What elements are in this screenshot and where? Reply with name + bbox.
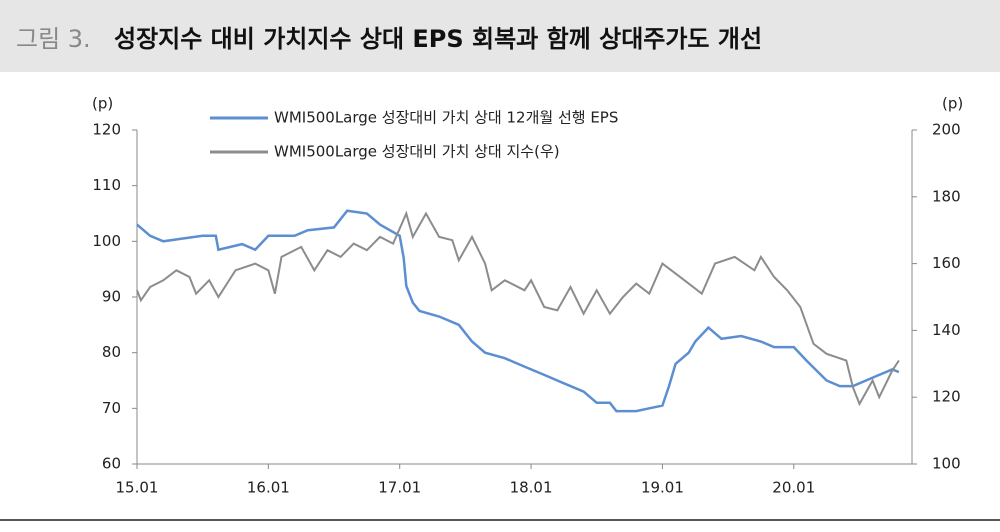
x-tick-label: 16.01	[247, 479, 290, 497]
y-label: (p)	[92, 95, 113, 113]
figure-label: 그림 3.	[16, 25, 91, 53]
x-tick-label: 15.01	[116, 479, 159, 497]
y-tick-label: 100	[92, 232, 121, 250]
x-tick-label: 19.01	[641, 479, 684, 497]
x-tick-label: 18.01	[510, 479, 553, 497]
series-line	[136, 209, 900, 413]
y-tick-label: 60	[102, 455, 121, 473]
y-tick-label: 70	[102, 399, 121, 417]
y2-label: (p)	[942, 95, 963, 113]
x-tick-label: 20.01	[772, 479, 815, 497]
y2-tick-label: 100	[932, 455, 961, 473]
legend-label: WMI500Large 성장대비 가치 상대 지수(우)	[274, 143, 560, 161]
legend-label: WMI500Large 성장대비 가치 상대 12개월 선행 EPS	[274, 109, 618, 127]
y-tick-label: 110	[92, 176, 121, 194]
x-tick-label: 17.01	[378, 479, 421, 497]
y2-tick-label: 200	[932, 121, 961, 139]
title: 성장지수 대비 가치지수 상대 EPS 회복과 함께 상대주가도 개선	[114, 25, 762, 53]
y2-tick-label: 120	[932, 388, 961, 406]
y2-tick-label: 160	[932, 254, 961, 272]
header-bar	[0, 0, 1000, 72]
y2-tick-label: 180	[932, 187, 961, 205]
y-tick-label: 120	[92, 121, 121, 139]
y-tick-label: 90	[102, 288, 121, 306]
series-line	[136, 210, 900, 407]
y2-tick-label: 140	[932, 321, 961, 339]
y-tick-label: 80	[102, 343, 121, 361]
